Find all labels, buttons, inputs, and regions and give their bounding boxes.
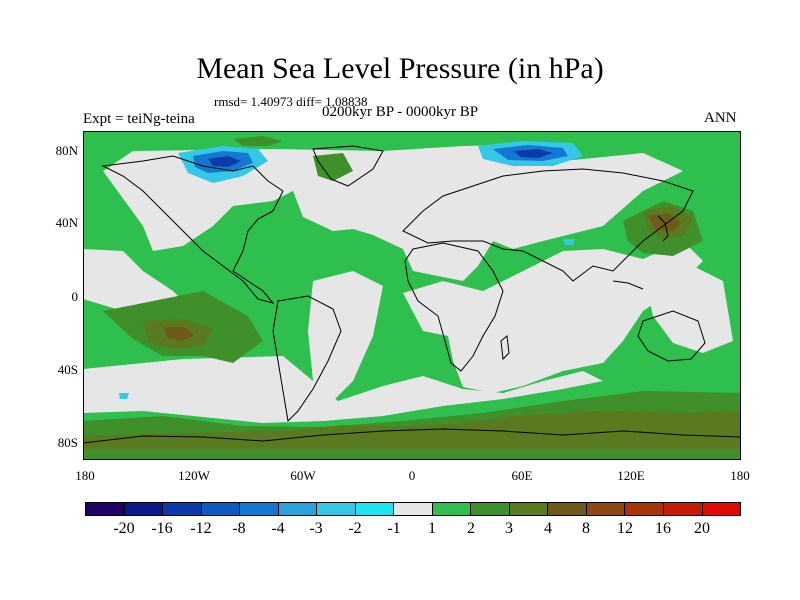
colorbar-label: 12 <box>617 520 633 537</box>
x-tick-label: 120E <box>617 468 645 483</box>
colorbar-swatch <box>586 503 626 515</box>
colorbar-label: 2 <box>467 520 475 537</box>
negative-anomaly-regions <box>119 141 583 399</box>
colorbar-swatch <box>86 503 125 515</box>
coastlines <box>83 145 741 444</box>
colorbar-swatch <box>124 503 164 515</box>
y-tick-label: 80S <box>57 435 78 450</box>
colorbar-swatch <box>201 503 241 515</box>
colorbar-label: 16 <box>655 520 671 537</box>
colorbar-label: -3 <box>309 520 323 537</box>
colorbar-label: -2 <box>348 520 362 537</box>
colorbar-label: 4 <box>544 520 552 537</box>
colorbar <box>85 502 741 516</box>
colorbar-swatch <box>163 503 202 515</box>
neutral-regions <box>83 145 733 423</box>
colorbar-swatch <box>355 503 395 515</box>
x-tick-label: 60W <box>290 468 316 483</box>
x-tick-label: 0 <box>408 468 416 483</box>
y-tick-label: 40N <box>55 215 78 230</box>
map-border <box>83 131 741 460</box>
y-tick-label: 80N <box>55 143 78 158</box>
colorbar-swatch <box>278 503 318 515</box>
colorbar-label: 20 <box>694 520 710 537</box>
x-tick-label: 180 <box>75 468 95 483</box>
colorbar-swatch <box>432 503 472 515</box>
colorbar-label: -12 <box>190 520 212 537</box>
colorbar-label: 1 <box>428 520 436 537</box>
y-tick-label: 40S <box>57 362 78 377</box>
chart-title: Mean Sea Level Pressure (in hPa) <box>196 52 604 85</box>
y-tick-label: 0 <box>71 289 79 304</box>
colorbar-label: 3 <box>505 520 513 537</box>
season-label: ANN <box>704 110 737 126</box>
colorbar-label: -8 <box>232 520 246 537</box>
colorbar-label: -16 <box>151 520 173 537</box>
colorbar-swatch <box>548 503 587 515</box>
colorbar-swatch <box>663 503 703 515</box>
colorbar-label: -4 <box>271 520 285 537</box>
colorbar-swatch <box>509 503 549 515</box>
colorbar-swatch <box>394 503 433 515</box>
pressure-map <box>83 131 741 460</box>
colorbar-swatch <box>471 503 510 515</box>
colorbar-swatch <box>240 503 279 515</box>
colorbar-label: -20 <box>113 520 135 537</box>
x-tick-label: 180 <box>730 468 750 483</box>
colorbar-swatch <box>317 503 356 515</box>
experiment-label: Expt = teiNg-teina <box>83 111 195 127</box>
colorbar-swatch <box>625 503 664 515</box>
x-tick-label: 60E <box>511 468 533 483</box>
colorbar-swatch <box>702 503 741 515</box>
colorbar-label: 8 <box>582 520 590 537</box>
period-label: 0200kyr BP - 0000kyr BP <box>322 104 479 120</box>
stats-text: rmsd= 1.40973 diff= 1.08838 <box>214 94 368 109</box>
colorbar-label: -1 <box>387 520 401 537</box>
x-tick-label: 120W <box>178 468 210 483</box>
